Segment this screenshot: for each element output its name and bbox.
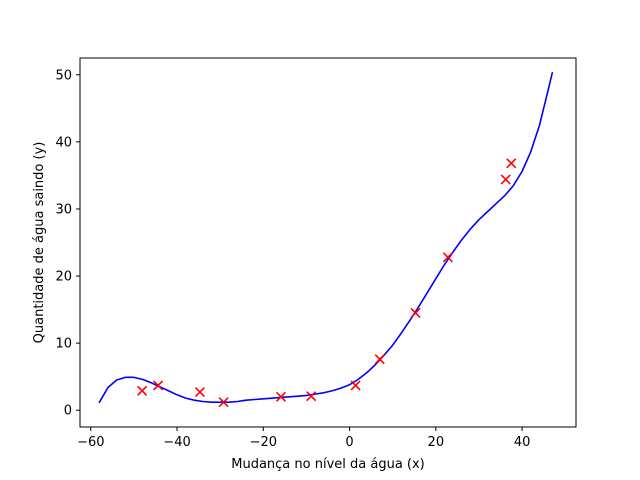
y-tick-label-5: 50 [55, 68, 72, 83]
y-tick-label-2: 20 [55, 270, 72, 285]
x-axis-label: Mudança no nível da água (x) [231, 457, 425, 472]
axes-layer: −60 −40 −20 0 20 40 0 10 20 30 40 50 [55, 57, 577, 450]
data-point-6 [306, 391, 317, 402]
data-point-11 [500, 174, 511, 185]
x-tick-label-1: −40 [163, 435, 190, 450]
data-point-9 [410, 307, 421, 319]
data-point-8 [374, 354, 385, 365]
x-tick-label-2: −20 [250, 435, 277, 450]
y-tick-label-1: 10 [55, 337, 72, 352]
x-tick-label-3: 0 [345, 435, 353, 450]
y-tick-label-3: 30 [55, 202, 72, 217]
plot-area [80, 58, 576, 427]
data-point-3 [194, 387, 205, 398]
x-tick-label-0: −60 [77, 435, 104, 450]
y-tick-label-4: 40 [55, 135, 72, 150]
data-point-10 [442, 252, 453, 263]
plot-background [80, 58, 576, 427]
data-point-4 [218, 397, 229, 408]
data-point-7 [350, 380, 361, 391]
x-tick-label-4: 20 [428, 435, 445, 450]
data-point-5 [275, 391, 287, 402]
data-point-2 [153, 380, 164, 391]
y-tick-label-0: 0 [64, 404, 72, 419]
data-point-1 [137, 385, 148, 396]
fit-curve [98, 71, 554, 403]
data-point-12 [506, 158, 517, 169]
axes-frame [79, 57, 577, 428]
x-tick-label-5: 40 [514, 435, 531, 450]
fit-curve-layer [98, 71, 554, 403]
points-layer [137, 158, 517, 408]
y-axis-label: Quantidade de água saindo (y) [32, 142, 47, 344]
